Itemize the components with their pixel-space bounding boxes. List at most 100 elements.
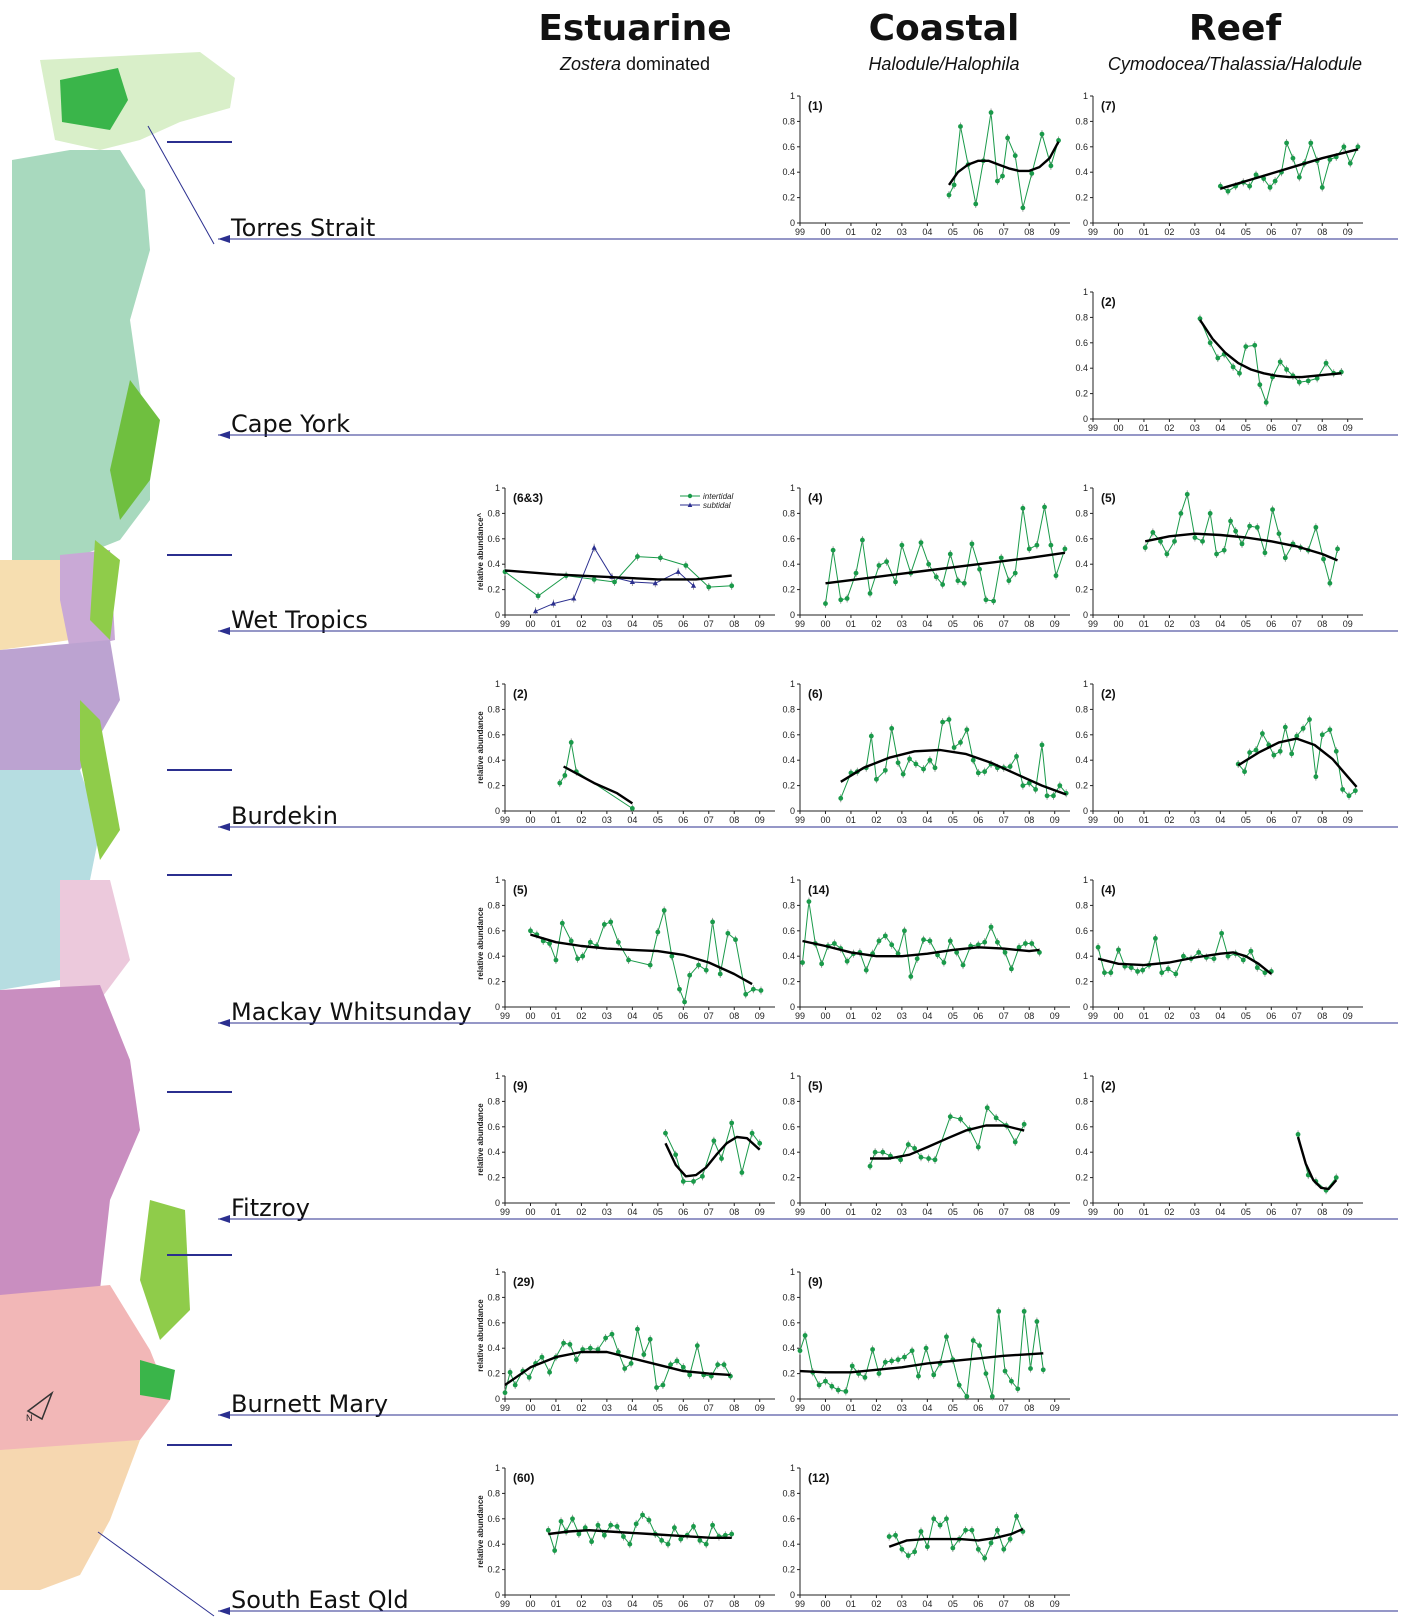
data-point [1237,370,1242,376]
y-tick-label: 0.6 [782,1514,795,1524]
data-point [905,1142,911,1147]
x-tick-label: 05 [948,1011,958,1021]
data-point [876,938,882,944]
x-tick-label: 99 [1088,1011,1098,1021]
x-tick-label: 02 [1164,619,1174,629]
x-tick-label: 99 [795,1403,805,1413]
data-point [1164,551,1170,557]
data-point [819,961,825,967]
data-point [1020,783,1026,788]
data-point [559,920,565,926]
series-line-intertidal [504,556,732,597]
data-point [908,974,914,979]
x-tick-label: 09 [755,1011,765,1021]
y-tick-label: 1 [1083,679,1088,689]
x-tick-label: 02 [576,1207,586,1217]
region-label-mackay-whitsunday: Mackay Whitsunday [231,998,472,1026]
data-point [898,1157,904,1163]
map-island-fraser [140,1360,175,1400]
data-point [880,1149,886,1155]
x-tick-label: 99 [795,815,805,825]
data-point [568,938,574,944]
x-tick-label: 06 [1266,1207,1276,1217]
data-point [1242,769,1247,775]
y-tick-label: 0.6 [782,1318,795,1328]
y-tick-label: 0.4 [487,1147,500,1157]
x-tick-label: 06 [973,619,983,629]
data-point [868,733,874,739]
data-point [528,928,533,934]
x-tick-label: 02 [871,815,881,825]
x-tick-label: 00 [1113,1011,1123,1021]
data-point [589,1539,595,1545]
data-point [984,1105,990,1111]
data-point [1026,546,1032,552]
x-tick-label: 09 [755,1403,765,1413]
data-point [1271,752,1277,758]
y-tick-label: 1 [1083,91,1088,101]
map-region-burnett [0,1285,170,1450]
data-point [1200,538,1205,544]
data-point [629,579,635,584]
data-point [895,760,901,766]
data-point [951,182,957,188]
x-tick-label: 06 [678,1207,688,1217]
x-tick-label: 06 [678,1403,688,1413]
data-point [1021,1308,1027,1314]
data-point [921,766,926,772]
data-point [1305,378,1311,384]
y-tick-label: 0.2 [1075,389,1088,399]
x-tick-label: 07 [1292,619,1302,629]
data-point [1181,953,1186,959]
data-point [652,580,658,586]
legend-marker [687,502,693,507]
data-point [954,949,960,955]
data-point [655,929,661,935]
map-reef-strip-3 [80,700,120,860]
data-point [545,1527,551,1533]
data-point [601,922,607,927]
x-tick-label: 99 [1088,619,1098,629]
panel-fitzroy-estuarine: 99 00 01 02 03 04 05 06 07 08 09 0 0.2 0.4 0.6 0.8 1 rela… [476,1071,775,1217]
x-tick-label: 01 [551,1403,561,1413]
data-point [882,933,888,939]
trend-line [870,1124,1025,1160]
x-tick-label: 07 [1292,815,1302,825]
column-subtitle-reef: Cymodocea/Thalassia/Halodule [1108,54,1362,74]
data-point [1007,764,1013,769]
y-tick-label: 1 [790,1267,795,1277]
y-tick-label: 0.2 [782,977,795,987]
data-point [635,1326,640,1332]
data-point [970,1338,976,1343]
data-point [956,1382,962,1388]
x-tick-label: 03 [602,815,612,825]
data-point [1051,793,1056,799]
y-tick-label: 0 [790,610,795,620]
data-point [696,962,701,968]
data-point [1270,507,1275,512]
y-tick-label: 0 [790,1394,795,1404]
data-point [921,937,926,943]
column-subtitle-coastal: Halodule/Halophila [868,54,1019,74]
y-tick-label: 0 [495,1590,500,1600]
data-point [946,717,952,722]
trend-line [1097,951,1273,975]
data-point [750,986,756,992]
data-point [1282,555,1288,561]
data-point [1002,1368,1008,1374]
data-point [988,924,994,930]
data-point [867,1163,873,1169]
data-point [1247,183,1253,189]
data-point [950,1545,956,1551]
site-count-label: (12) [808,1471,829,1485]
data-point [886,1534,892,1539]
x-tick-label: 00 [1113,227,1123,237]
data-point [947,1114,953,1120]
data-point [909,1348,915,1354]
data-point [937,1522,943,1528]
data-point [697,1537,703,1543]
y-tick-label: 0.8 [487,1096,500,1106]
column-subtitle-estuarine: Zostera dominated [559,54,710,74]
y-tick-label: 0.6 [782,926,795,936]
data-point [838,597,844,603]
